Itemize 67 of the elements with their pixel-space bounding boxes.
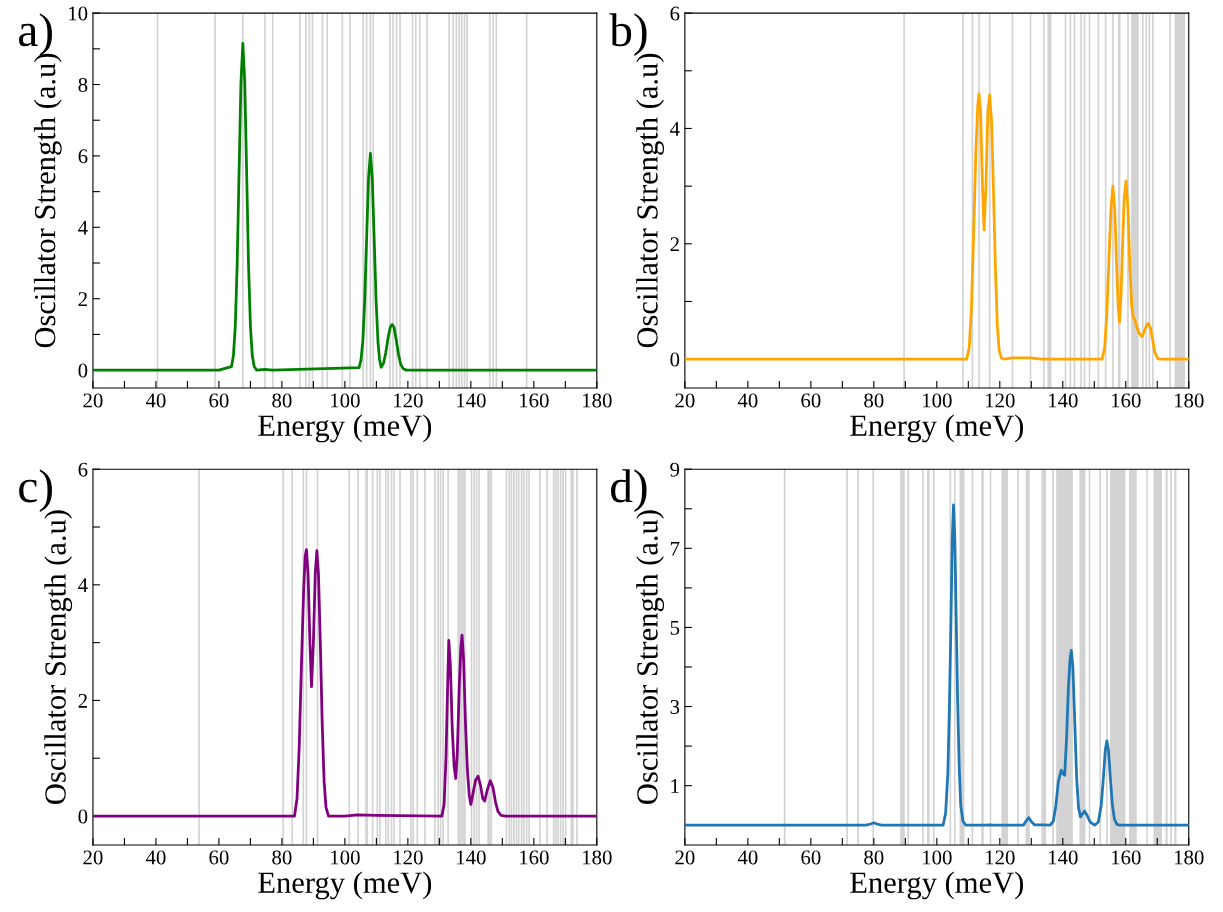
x-tick-label: 100 xyxy=(331,850,360,865)
y-tick-label: 6 xyxy=(670,6,680,21)
y-tick-label: 6 xyxy=(78,149,88,164)
y-tick-label: 0 xyxy=(670,352,680,367)
x-axis-title: Energy (meV) xyxy=(258,414,432,443)
chart-title: c) xyxy=(19,469,52,513)
x-tick-label: 140 xyxy=(457,393,486,408)
x-tick-label: 80 xyxy=(272,850,292,865)
x-axis-title: Energy (meV) xyxy=(850,871,1024,900)
y-tick-label: 2 xyxy=(78,693,87,708)
x-tick-label: 20 xyxy=(675,393,695,408)
x-tick-label: 180 xyxy=(583,393,612,408)
x-tick-label: 120 xyxy=(394,850,423,865)
y-tick-label: 8 xyxy=(78,77,88,92)
y-tick-label: 0 xyxy=(78,809,88,824)
x-tick-label: 60 xyxy=(801,393,821,408)
x-tick-label: 140 xyxy=(1048,393,1078,408)
x-tick-label: 120 xyxy=(986,393,1015,408)
x-tick-label: 80 xyxy=(864,393,884,408)
y-tick-label: 6 xyxy=(78,462,88,477)
x-tick-label: 20 xyxy=(83,850,103,865)
y-tick-label: 3 xyxy=(670,699,680,714)
x-tick-label: 40 xyxy=(145,393,166,408)
x-tick-label: 20 xyxy=(675,850,695,865)
x-tick-label: 180 xyxy=(1174,850,1204,865)
y-tick-label: 4 xyxy=(78,578,88,593)
x-tick-label: 180 xyxy=(583,850,612,865)
x-axis-title: Energy (meV) xyxy=(258,871,432,900)
x-tick-label: 180 xyxy=(1174,393,1204,408)
x-tick-label: 160 xyxy=(1111,393,1141,408)
y-tick-label: 0 xyxy=(78,363,88,378)
y-tick-label: 2 xyxy=(78,292,87,306)
x-tick-label: 80 xyxy=(272,393,292,408)
line-series xyxy=(684,503,1189,827)
x-tick-label: 160 xyxy=(520,393,549,408)
y-tick-label: 5 xyxy=(670,621,680,635)
y-tick-label: 7 xyxy=(670,541,680,556)
y-axis-title: Oscillator Strength (a.u) xyxy=(44,510,73,804)
y-tick-label: 9 xyxy=(670,462,680,477)
x-axis-title: Energy (meV) xyxy=(850,414,1024,443)
y-axis-title: Oscillator Strength (a.u) xyxy=(636,510,665,804)
line-series xyxy=(684,92,1189,361)
x-tick-label: 80 xyxy=(864,850,884,865)
y-tick-label: 4 xyxy=(670,121,680,136)
x-tick-label: 140 xyxy=(457,850,486,865)
line-series xyxy=(92,548,597,818)
x-tick-label: 140 xyxy=(1048,850,1078,865)
y-tick-label: 10 xyxy=(69,6,88,21)
x-tick-label: 60 xyxy=(801,850,821,865)
chart-title: d) xyxy=(611,469,647,513)
x-tick-label: 60 xyxy=(209,850,229,865)
x-tick-label: 40 xyxy=(737,393,758,408)
y-tick-label: 4 xyxy=(78,220,88,235)
x-tick-label: 120 xyxy=(394,393,423,408)
x-tick-label: 60 xyxy=(209,393,229,408)
y-tick-label: 1 xyxy=(671,779,679,793)
x-tick-label: 100 xyxy=(923,393,952,408)
x-tick-label: 20 xyxy=(83,393,103,408)
line-series xyxy=(92,42,597,372)
y-tick-label: 2 xyxy=(670,237,679,252)
x-tick-label: 100 xyxy=(331,393,360,408)
x-tick-label: 40 xyxy=(737,850,758,865)
x-tick-label: 120 xyxy=(986,850,1015,865)
x-tick-label: 40 xyxy=(145,850,166,865)
x-tick-label: 160 xyxy=(520,850,549,865)
x-tick-label: 100 xyxy=(923,850,952,865)
x-tick-label: 160 xyxy=(1111,850,1141,865)
